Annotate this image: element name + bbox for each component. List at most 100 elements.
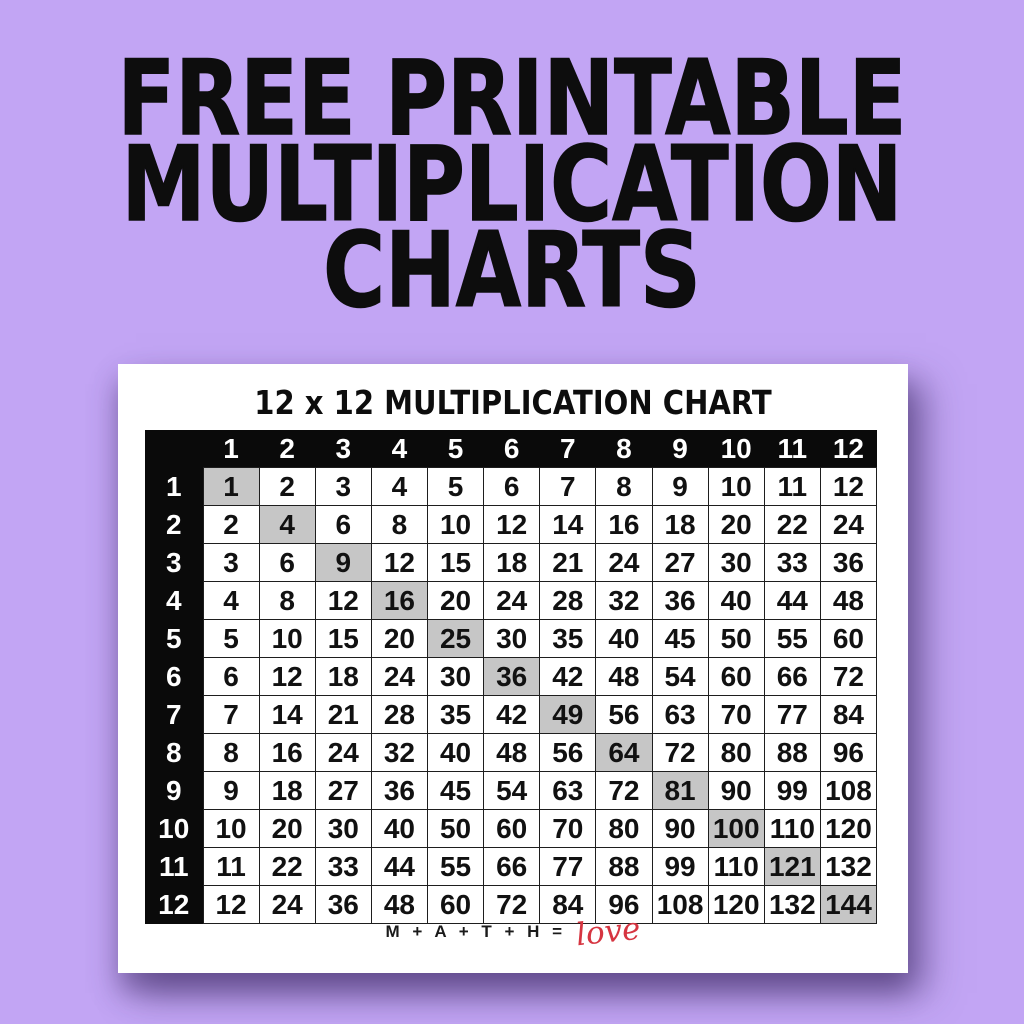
- product-cell: 56: [539, 733, 597, 772]
- row-header-cell: 11: [145, 847, 203, 886]
- product-cell: 12: [202, 885, 260, 924]
- product-cell: 3: [202, 543, 260, 582]
- product-cell: 72: [651, 733, 709, 772]
- product-cell: 88: [763, 733, 821, 772]
- column-header-cell: 4: [371, 430, 428, 468]
- product-cell: 48: [595, 657, 653, 696]
- product-cell: 36: [370, 771, 429, 810]
- product-cell: 55: [426, 847, 485, 886]
- product-cell: 28: [539, 581, 597, 620]
- row-header-cell: 6: [145, 657, 203, 696]
- product-cell: 48: [370, 885, 429, 924]
- column-header-cell: 7: [539, 430, 596, 468]
- product-cell: 30: [426, 657, 485, 696]
- product-cell: 14: [258, 695, 316, 734]
- product-cell: 45: [651, 619, 709, 658]
- product-cell: 15: [426, 543, 485, 582]
- product-cell: 4: [202, 581, 260, 620]
- product-cell: 36: [314, 885, 372, 924]
- product-cell: 84: [819, 695, 878, 734]
- product-cell: 22: [763, 505, 821, 544]
- row-header-cell: 1: [145, 467, 203, 506]
- product-cell: 96: [595, 885, 653, 924]
- heading-line-1: FREE PRINTABLE: [117, 39, 907, 159]
- product-cell: 77: [539, 847, 597, 886]
- product-cell: 63: [651, 695, 709, 734]
- product-cell: 90: [651, 809, 709, 848]
- product-cell: 54: [483, 771, 541, 810]
- product-cell: 12: [819, 467, 878, 506]
- heading-line-2: MULTIPLICATION: [121, 125, 903, 245]
- row-header-cell: 2: [145, 505, 203, 544]
- column-header-cell: 11: [764, 430, 821, 468]
- product-cell: 60: [483, 809, 541, 848]
- product-cell: 63: [539, 771, 597, 810]
- product-cell: 50: [426, 809, 485, 848]
- product-cell: 33: [314, 847, 372, 886]
- main-heading: FREE PRINTABLE MULTIPLICATION CHARTS: [0, 39, 1024, 324]
- product-cell: 121: [763, 847, 821, 886]
- product-cell: 14: [539, 505, 597, 544]
- chart-card: 12 x 12 MULTIPLICATION CHART 1 2 3 4 5 6 7 8 9 10…: [118, 364, 908, 973]
- product-cell: 88: [595, 847, 653, 886]
- product-cell: 16: [370, 581, 429, 620]
- product-cell: 8: [258, 581, 316, 620]
- chart-title: 12 x 12 MULTIPLICATION CHART: [254, 383, 772, 422]
- product-cell: 20: [370, 619, 429, 658]
- product-cell: 18: [483, 543, 541, 582]
- product-cell: 6: [483, 467, 541, 506]
- product-cell: 9: [314, 543, 372, 582]
- product-cell: 55: [763, 619, 821, 658]
- corner-cell: [145, 430, 203, 468]
- product-cell: 60: [707, 657, 765, 696]
- column-header-cell: 3: [315, 430, 372, 468]
- column-header-cell: 2: [259, 430, 316, 468]
- product-cell: 16: [258, 733, 316, 772]
- product-cell: 77: [763, 695, 821, 734]
- product-cell: 35: [539, 619, 597, 658]
- product-cell: 72: [819, 657, 878, 696]
- product-cell: 11: [202, 847, 260, 886]
- product-cell: 20: [426, 581, 485, 620]
- product-cell: 90: [707, 771, 765, 810]
- product-cell: 27: [651, 543, 709, 582]
- product-cell: 7: [202, 695, 260, 734]
- product-cell: 120: [707, 885, 765, 924]
- product-cell: 120: [819, 809, 878, 848]
- product-cell: 5: [426, 467, 485, 506]
- product-cell: 40: [370, 809, 429, 848]
- product-cell: 50: [707, 619, 765, 658]
- product-cell: 24: [258, 885, 316, 924]
- product-cell: 48: [483, 733, 541, 772]
- product-cell: 30: [314, 809, 372, 848]
- product-cell: 8: [202, 733, 260, 772]
- product-cell: 24: [595, 543, 653, 582]
- product-cell: 2: [258, 467, 316, 506]
- product-cell: 4: [258, 505, 316, 544]
- product-cell: 81: [651, 771, 709, 810]
- product-cell: 108: [819, 771, 878, 810]
- product-cell: 27: [314, 771, 372, 810]
- column-header-cell: 9: [652, 430, 709, 468]
- product-cell: 72: [483, 885, 541, 924]
- product-cell: 84: [539, 885, 597, 924]
- product-cell: 60: [426, 885, 485, 924]
- product-cell: 10: [202, 809, 260, 848]
- product-cell: 70: [707, 695, 765, 734]
- product-cell: 30: [707, 543, 765, 582]
- product-cell: 132: [819, 847, 878, 886]
- product-cell: 72: [595, 771, 653, 810]
- product-cell: 132: [763, 885, 821, 924]
- multiplication-table: 1 2 3 4 5 6 7 8 9 10 11 12 1 1 2 3 4 5 6 7 8 9 10 11 12 2 2 4 6 8 10 12…: [145, 430, 878, 924]
- product-cell: 16: [595, 505, 653, 544]
- product-cell: 96: [819, 733, 878, 772]
- product-cell: 6: [202, 657, 260, 696]
- product-cell: 56: [595, 695, 653, 734]
- product-cell: 18: [314, 657, 372, 696]
- product-cell: 32: [595, 581, 653, 620]
- product-cell: 100: [707, 809, 765, 848]
- product-cell: 40: [426, 733, 485, 772]
- product-cell: 12: [370, 543, 429, 582]
- product-cell: 54: [651, 657, 709, 696]
